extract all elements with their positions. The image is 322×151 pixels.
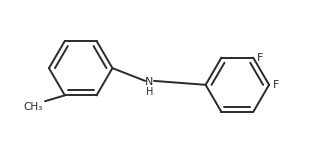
Text: F: F xyxy=(273,80,279,90)
Text: N: N xyxy=(145,77,153,87)
Text: H: H xyxy=(147,87,154,97)
Text: F: F xyxy=(257,53,263,63)
Text: CH₃: CH₃ xyxy=(24,102,43,112)
